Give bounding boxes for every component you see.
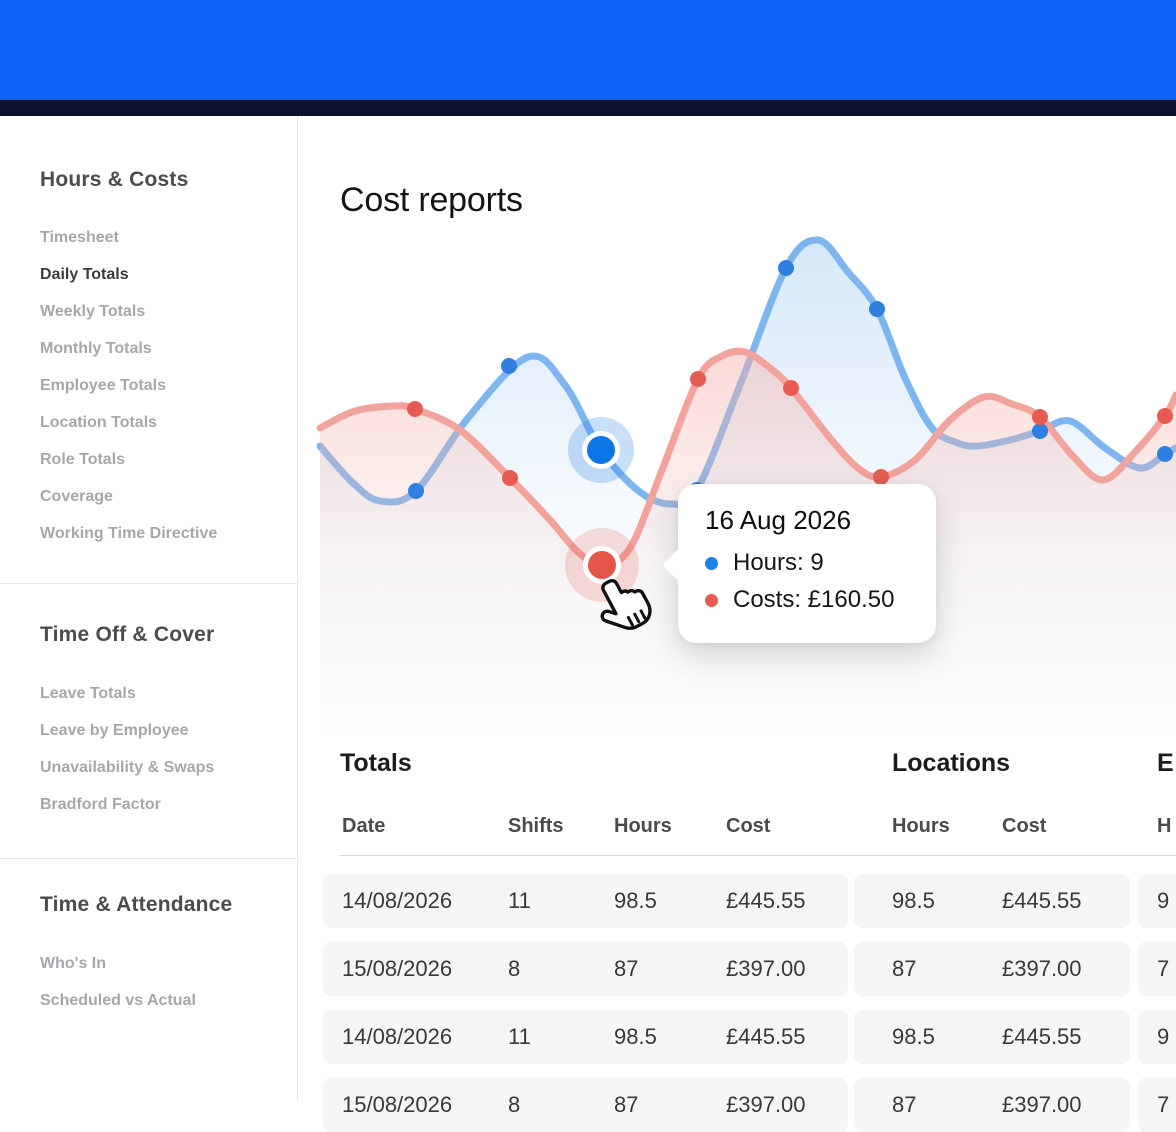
table-cell: £397.00 <box>726 956 806 981</box>
cost-chart <box>316 236 1176 742</box>
hours-point[interactable] <box>778 260 794 276</box>
table-cell: £445.55 <box>726 1024 806 1049</box>
table-row[interactable] <box>854 874 1130 928</box>
tooltip-series-dot-icon <box>705 556 718 570</box>
top-banner <box>0 0 1176 100</box>
tooltip-item: Hours: 9 <box>705 549 922 577</box>
table-row[interactable] <box>854 942 1130 996</box>
table-cell: 14/08/2026 <box>342 1024 453 1049</box>
hours-point[interactable] <box>1157 446 1173 462</box>
sidebar-item-location-totals[interactable]: Location Totals <box>40 414 158 431</box>
sidebar-item-weekly-totals[interactable]: Weekly Totals <box>40 303 146 320</box>
sidebar-section-title: Time Off & Cover <box>40 623 215 646</box>
table-cell: 87 <box>614 956 639 981</box>
hand-cursor-icon <box>600 578 652 630</box>
table-cell: 87 <box>892 1092 917 1117</box>
costs-point[interactable] <box>873 469 889 485</box>
tooltip-item: Costs: £160.50 <box>705 586 922 614</box>
table-row[interactable] <box>1138 874 1176 928</box>
table-header-rule <box>339 855 1176 856</box>
column-header: Hours <box>892 815 950 837</box>
tooltip-series-dot-icon <box>705 593 718 607</box>
hours-line <box>316 236 1176 509</box>
table-row[interactable] <box>323 874 848 928</box>
column-header: Hours <box>614 815 672 837</box>
costs-point[interactable] <box>1157 408 1173 424</box>
table-row[interactable] <box>854 1010 1130 1064</box>
top-banner-strip <box>0 100 1176 116</box>
column-header: Cost <box>726 815 771 837</box>
sidebar-divider <box>0 583 297 584</box>
hours-highlight-point[interactable] <box>582 431 620 469</box>
table-cell: £397.00 <box>726 1092 806 1117</box>
table-cell: £397.00 <box>1002 956 1082 981</box>
sidebar-item-working-time-directive[interactable]: Working Time Directive <box>40 525 218 542</box>
table-cell: 7 <box>1157 1092 1170 1117</box>
table-cell: 11 <box>508 888 531 913</box>
costs-point[interactable] <box>502 470 518 486</box>
table-cell: 87 <box>892 956 917 981</box>
sidebar-section-title: Hours & Costs <box>40 168 189 191</box>
sidebar-item-timesheet[interactable]: Timesheet <box>40 229 119 246</box>
table-row[interactable] <box>323 1010 848 1064</box>
sidebar: Hours & Costs Timesheet Daily Totals Weekly… <box>0 116 298 1100</box>
sidebar-item-daily-totals[interactable]: Daily Totals <box>40 266 129 283</box>
table-cell: 11 <box>508 1024 531 1049</box>
column-header: Shifts <box>508 815 564 837</box>
table-group-title-totals: Totals <box>340 749 412 777</box>
table-cell: 14/08/2026 <box>342 888 453 913</box>
hours-point[interactable] <box>501 358 517 374</box>
table-cell: 87 <box>614 1092 639 1117</box>
column-header: Cost <box>1002 815 1047 837</box>
sidebar-divider <box>0 858 297 859</box>
costs-line <box>316 347 1176 569</box>
sidebar-item-leave-by-employee[interactable]: Leave by Employee <box>40 722 189 739</box>
page-title: Cost reports <box>340 180 523 219</box>
chart-tooltip: 16 Aug 2026 Hours: 9 Costs: £160.50 <box>662 484 936 643</box>
table-row[interactable] <box>323 942 848 996</box>
table-cell: 98.5 <box>892 888 935 913</box>
table-cell: 9 <box>1157 888 1170 913</box>
costs-point[interactable] <box>783 380 799 396</box>
costs-point[interactable] <box>1032 409 1048 425</box>
sidebar-item-role-totals[interactable]: Role Totals <box>40 451 126 468</box>
costs-highlight-point[interactable] <box>583 546 621 584</box>
sidebar-item-bradford-factor[interactable]: Bradford Factor <box>40 796 161 813</box>
tooltip-series-value: Costs: £160.50 <box>733 586 895 613</box>
sidebar-item-leave-totals[interactable]: Leave Totals <box>40 685 136 702</box>
table-cell: 98.5 <box>614 1024 657 1049</box>
sidebar-item-employee-totals[interactable]: Employee Totals <box>40 377 166 394</box>
sidebar-item-scheduled-vs-actual[interactable]: Scheduled vs Actual <box>40 992 196 1009</box>
sidebar-item-who-s-in[interactable]: Who's In <box>40 955 107 972</box>
table-group-title-e: E <box>1157 749 1174 777</box>
tooltip-series-value: Hours: 9 <box>733 549 824 576</box>
table-row[interactable] <box>1138 942 1176 996</box>
table-cell: £397.00 <box>1002 1092 1082 1117</box>
table-cell: £445.55 <box>726 888 806 913</box>
hours-point[interactable] <box>408 483 424 499</box>
table-cell: 98.5 <box>614 888 657 913</box>
sidebar-item-coverage[interactable]: Coverage <box>40 488 113 505</box>
table-cell: 8 <box>508 956 521 981</box>
sidebar-section-title: Time & Attendance <box>40 893 233 916</box>
table-cell: £445.55 <box>1002 888 1082 913</box>
table-cell: 15/08/2026 <box>342 1092 453 1117</box>
table-cell: £445.55 <box>1002 1024 1082 1049</box>
hours-point[interactable] <box>1032 423 1048 439</box>
hours-point[interactable] <box>869 301 885 317</box>
table-row[interactable] <box>1138 1010 1176 1064</box>
table-cell: 15/08/2026 <box>342 956 453 981</box>
column-header: H <box>1157 815 1172 837</box>
table-group-title-locations: Locations <box>892 749 1011 777</box>
table-cell: 98.5 <box>892 1024 935 1049</box>
table-cell: 7 <box>1157 956 1170 981</box>
costs-point[interactable] <box>407 401 423 417</box>
sidebar-item-unavailability-swaps[interactable]: Unavailability & Swaps <box>40 759 215 776</box>
tooltip-date: 16 Aug 2026 <box>705 505 852 535</box>
sidebar-item-monthly-totals[interactable]: Monthly Totals <box>40 340 152 357</box>
table-cell: 9 <box>1157 1024 1170 1049</box>
costs-point[interactable] <box>690 371 706 387</box>
column-header: Date <box>342 815 386 837</box>
table-cell: 8 <box>508 1092 521 1117</box>
